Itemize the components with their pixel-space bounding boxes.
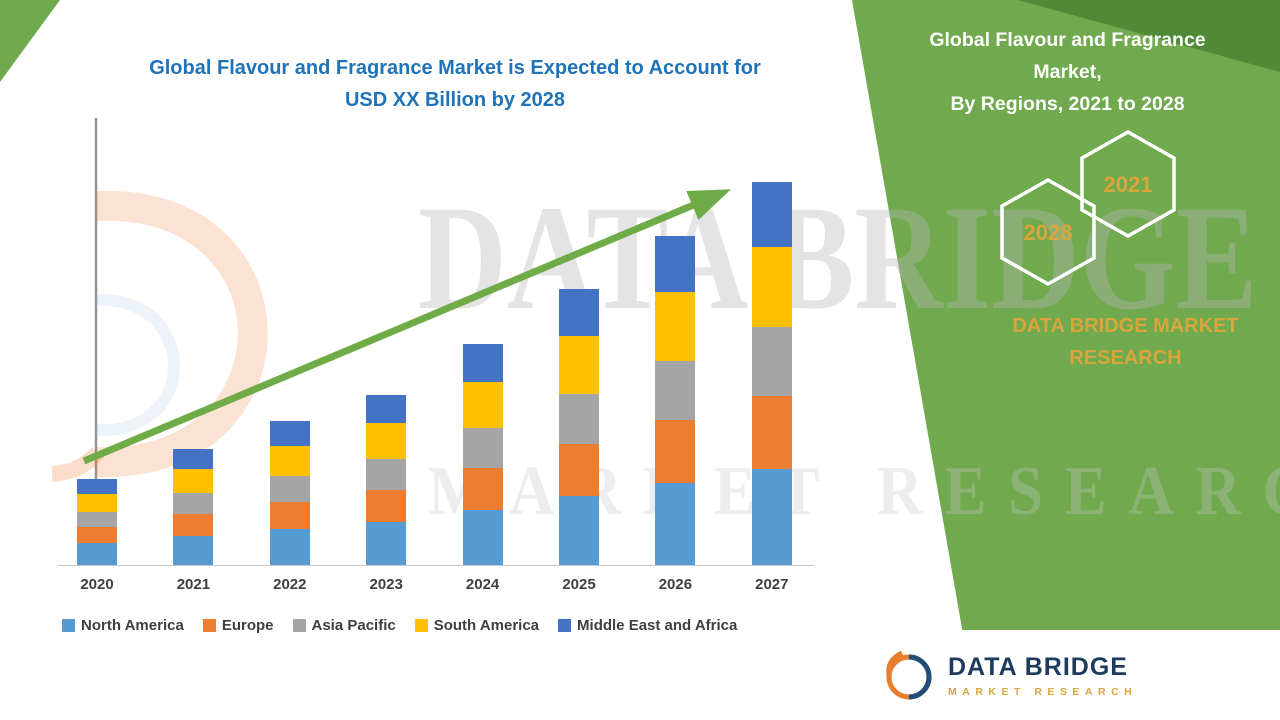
hexagon-year-front: 2028 <box>1024 220 1073 245</box>
year-hexagons: 2021 2028 <box>1000 129 1176 287</box>
bar-segment-middle-east-and-africa <box>559 289 599 336</box>
bar-segment-asia-pacific <box>366 459 407 490</box>
bar-segment-asia-pacific <box>173 493 214 514</box>
bar-segment-south-america <box>751 247 792 327</box>
footer-logo: DATA BRIDGE MARKET RESEARCH <box>866 630 1280 720</box>
hexagon-2021-shape <box>1080 129 1176 239</box>
footer-logo-name: DATA BRIDGE <box>948 652 1128 681</box>
bar-segment-asia-pacific <box>655 361 696 420</box>
chart-title: Global Flavour and Fragrance Market is E… <box>70 52 840 116</box>
bar-2027 <box>751 182 792 565</box>
bar-segment-north-america <box>173 536 214 565</box>
bar-segment-middle-east-and-africa <box>751 182 792 247</box>
x-axis-label-2022: 2022 <box>273 576 307 593</box>
bar-segment-south-america <box>462 382 503 428</box>
bar-segment-north-america <box>559 496 599 565</box>
x-axis-label-2021: 2021 <box>176 576 211 593</box>
legend-item-south-america: South America <box>414 617 540 634</box>
bar-segment-north-america <box>751 469 792 565</box>
legend-label: Asia Pacific <box>311 617 396 634</box>
x-axis-label-2024: 2024 <box>465 576 500 593</box>
brand-name-line1: DATA BRIDGE MARKET <box>1012 315 1239 337</box>
bar-segment-south-america <box>655 292 696 361</box>
legend-label: Middle East and Africa <box>577 617 738 634</box>
bar-segment-south-america <box>366 423 407 459</box>
bar-segment-middle-east-and-africa <box>462 344 503 382</box>
legend-swatch-north-america <box>62 619 75 632</box>
bar-segment-south-america <box>173 469 214 493</box>
legend-swatch-middle-east-and-africa <box>558 619 572 632</box>
bar-2022 <box>269 421 310 565</box>
bar-segment-asia-pacific <box>559 394 599 444</box>
bar-segment-north-america <box>655 483 696 565</box>
bar-segment-europe <box>462 468 503 510</box>
x-axis-label-2027: 2027 <box>755 576 789 593</box>
bar-segment-middle-east-and-africa <box>269 421 310 446</box>
bar-2024 <box>462 344 503 565</box>
x-axis-line <box>58 565 814 566</box>
chart-title-line2: USD XX Billion by 2028 <box>344 89 566 111</box>
bar-2023 <box>366 395 407 565</box>
bar-segment-asia-pacific <box>462 428 503 468</box>
legend-label: South America <box>433 617 540 634</box>
bar-2026 <box>655 236 696 565</box>
x-axis-label-2020: 2020 <box>80 576 114 593</box>
bar-2020 <box>77 479 117 565</box>
bar-segment-europe <box>366 490 407 522</box>
brand-name-text: DATA BRIDGE MARKET RESEARCH <box>958 310 1280 374</box>
bar-segment-europe <box>655 420 696 483</box>
legend-label: Europe <box>221 617 274 634</box>
hexagon-year-back: 2021 <box>1104 172 1153 197</box>
bar-segment-europe <box>77 527 117 543</box>
bar-segment-north-america <box>366 522 407 565</box>
bar-2025 <box>559 289 599 565</box>
bar-segment-europe <box>173 514 214 536</box>
legend-label: North America <box>81 617 184 634</box>
legend-swatch-south-america <box>414 619 428 632</box>
x-axis-label-2026: 2026 <box>658 576 693 593</box>
legend-swatch-europe <box>202 619 216 632</box>
bar-segment-north-america <box>269 529 310 565</box>
x-axis-label-2025: 2025 <box>562 576 596 593</box>
legend-item-europe: Europe <box>202 617 274 634</box>
side-panel-title-line1: Global Flavour and Fragrance Market, <box>929 29 1206 84</box>
bar-segment-europe <box>559 444 599 496</box>
brand-name-line2: RESEARCH <box>1069 347 1182 369</box>
legend-swatch-asia-pacific <box>292 619 306 632</box>
bar-segment-north-america <box>462 510 503 565</box>
hexagon-2028-shape <box>1000 177 1096 287</box>
data-bridge-logo-icon <box>886 650 932 700</box>
bar-segment-europe <box>751 396 792 469</box>
bar-segment-asia-pacific <box>77 512 117 527</box>
side-panel-title-line2: By Regions, 2021 to 2028 <box>950 93 1185 116</box>
bar-segment-south-america <box>559 336 599 394</box>
bar-segment-asia-pacific <box>269 476 310 502</box>
chart-legend: North America Europe Asia Pacific South Ame… <box>62 617 737 634</box>
bar-segment-europe <box>269 502 310 529</box>
legend-item-middle-east-and-africa: Middle East and Africa <box>558 617 737 634</box>
bar-segment-north-america <box>77 543 117 565</box>
chart-title-line1: Global Flavour and Fragrance Market is E… <box>149 57 761 79</box>
bar-2021 <box>173 449 214 565</box>
side-panel-title: Global Flavour and Fragrance Market, By … <box>900 24 1235 121</box>
footer-logo-tagline: MARKET RESEARCH <box>948 685 1138 698</box>
bar-segment-south-america <box>269 446 310 476</box>
bar-segment-middle-east-and-africa <box>366 395 407 423</box>
bar-segment-middle-east-and-africa <box>77 479 117 494</box>
legend-item-asia-pacific: Asia Pacific <box>292 617 396 634</box>
bar-segment-asia-pacific <box>751 327 792 396</box>
legend-item-north-america: North America <box>62 617 184 634</box>
bar-segment-south-america <box>77 494 117 512</box>
bar-segment-middle-east-and-africa <box>173 449 214 469</box>
bar-segment-middle-east-and-africa <box>655 236 696 292</box>
x-axis-label-2023: 2023 <box>369 576 403 593</box>
